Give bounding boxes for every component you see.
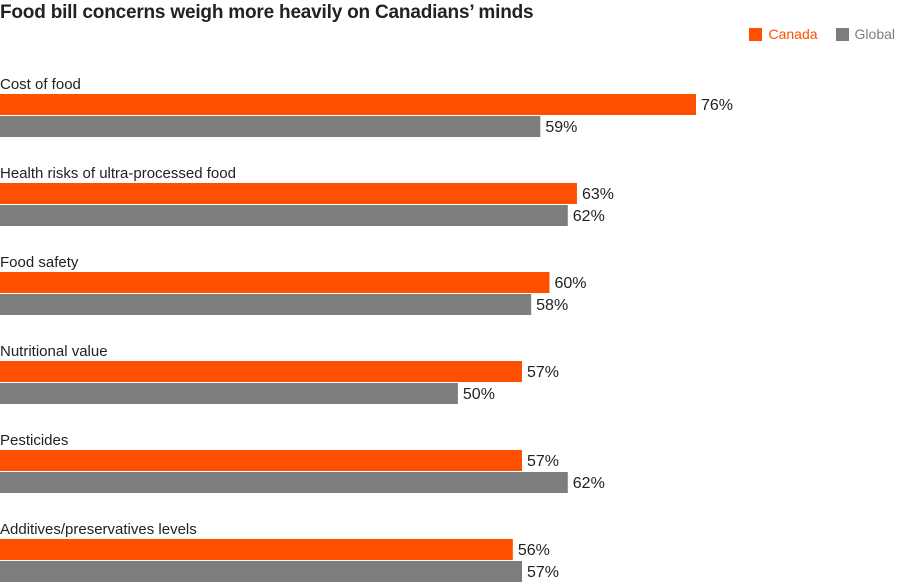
category-group-additives-preservatives-levels: Additives/preservatives levels 56% 57% xyxy=(0,521,559,582)
value-label-canada: 57% xyxy=(527,453,559,470)
bar-canada xyxy=(0,272,550,293)
value-label-canada: 76% xyxy=(701,97,733,114)
value-label-global: 57% xyxy=(527,564,559,581)
chart-legend: Canada Global xyxy=(731,26,895,42)
legend-swatch-global xyxy=(835,27,849,41)
bar-global xyxy=(0,116,541,137)
category-label: Pesticides xyxy=(0,432,68,449)
category-group-food-safety: Food safety 60% 58% xyxy=(0,254,587,315)
bar-canada xyxy=(0,539,513,560)
bar-global xyxy=(0,294,532,315)
value-label-canada: 56% xyxy=(518,542,550,559)
legend-item-canada: Canada xyxy=(749,26,818,42)
legend-label-global: Global xyxy=(854,26,895,42)
category-label: Additives/preservatives levels xyxy=(0,521,197,538)
legend-swatch-canada xyxy=(749,27,763,41)
bar-canada xyxy=(0,183,577,204)
value-label-canada: 63% xyxy=(582,186,614,203)
category-group-nutritional-value: Nutritional value 57% 50% xyxy=(0,343,559,404)
category-label: Cost of food xyxy=(0,76,81,93)
legend-item-global: Global xyxy=(835,26,895,42)
category-label: Nutritional value xyxy=(0,343,108,360)
value-label-global: 50% xyxy=(463,386,495,403)
value-label-global: 62% xyxy=(573,208,605,225)
category-label: Food safety xyxy=(0,254,79,271)
bar-canada xyxy=(0,361,522,382)
chart-title: Food bill concerns weigh more heavily on… xyxy=(0,2,534,23)
bar-global xyxy=(0,561,522,582)
value-label-canada: 57% xyxy=(527,364,559,381)
bar-global xyxy=(0,472,568,493)
value-label-global: 59% xyxy=(545,119,577,136)
bar-canada xyxy=(0,94,696,115)
value-label-global: 58% xyxy=(536,297,568,314)
category-label: Health risks of ultra-processed food xyxy=(0,165,236,182)
category-group-pesticides: Pesticides 57% 62% xyxy=(0,432,605,493)
category-group-health-risks-of-ultra-processed-food: Health risks of ultra-processed food 63% 6… xyxy=(0,165,614,226)
bar-global xyxy=(0,205,568,226)
legend-label-canada: Canada xyxy=(768,26,818,42)
bar-global xyxy=(0,383,458,404)
bar-canada xyxy=(0,450,522,471)
value-label-canada: 60% xyxy=(554,275,586,292)
category-group-cost-of-food: Cost of food 76% 59% xyxy=(0,76,733,137)
value-label-global: 62% xyxy=(573,475,605,492)
